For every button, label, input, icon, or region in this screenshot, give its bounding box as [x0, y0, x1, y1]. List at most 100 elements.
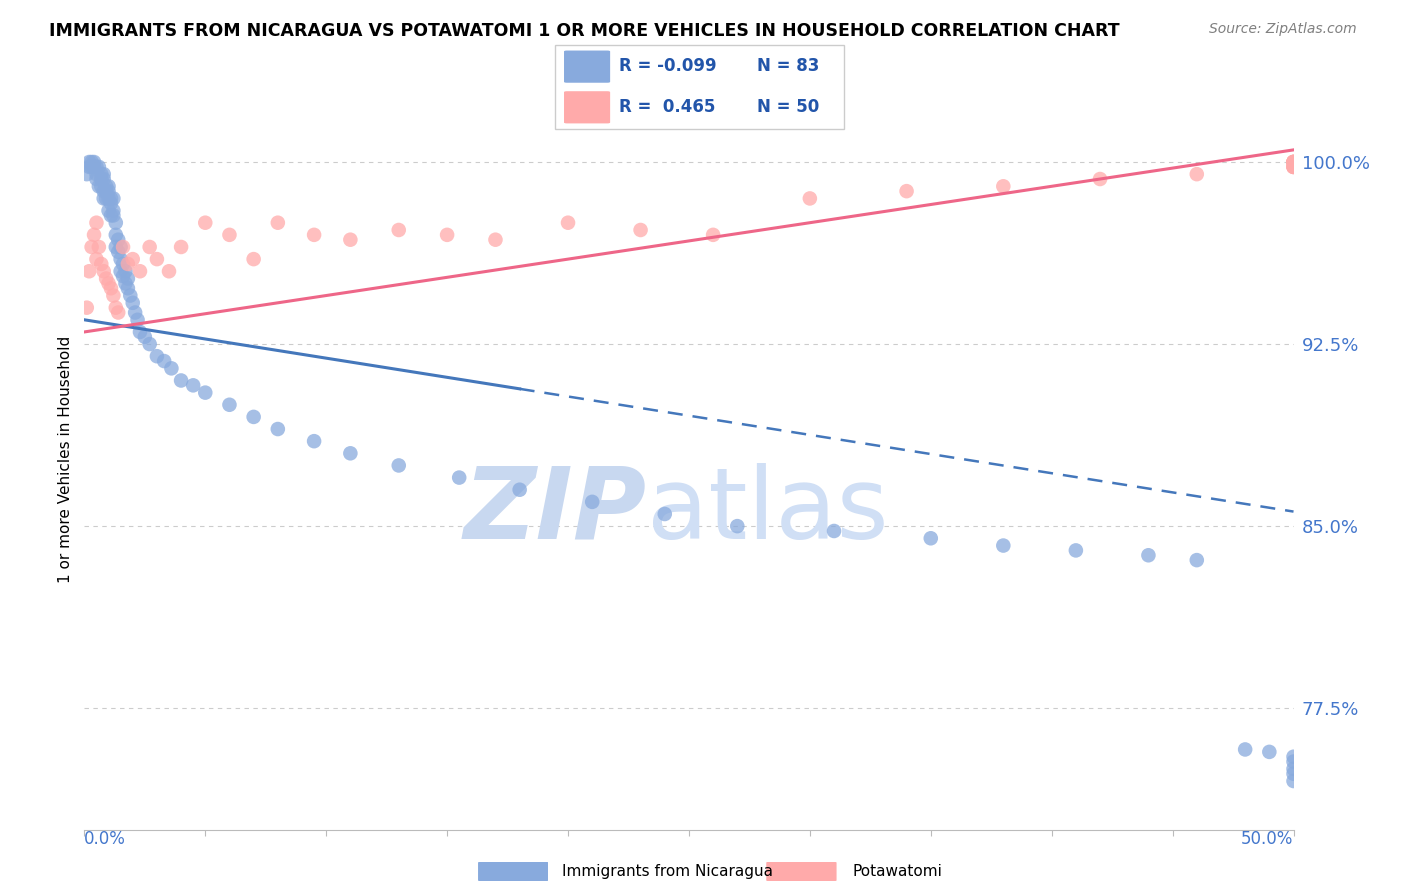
Point [117, 271, 139, 285]
Point [90, 257, 112, 271]
Point [993, 539, 1015, 553]
Point [90, 172, 112, 186]
Point [1282, 155, 1305, 169]
Point [100, 209, 122, 223]
Point [302, 227, 325, 242]
Point [94, 271, 117, 285]
Text: 50.0%: 50.0% [1241, 830, 1294, 847]
Point [1234, 742, 1257, 756]
Point [97, 191, 120, 205]
Point [93, 264, 115, 278]
Point [138, 337, 160, 351]
Text: Potawatomi: Potawatomi [852, 864, 942, 879]
Point [509, 483, 531, 497]
Point [1282, 762, 1305, 776]
Point [449, 470, 471, 484]
Text: R = -0.099: R = -0.099 [619, 57, 717, 75]
Text: IMMIGRANTS FROM NICARAGUA VS POTAWATOMI 1 OR MORE VEHICLES IN HOUSEHOLD CORRELAT: IMMIGRANTS FROM NICARAGUA VS POTAWATOMI … [49, 22, 1119, 40]
Point [97, 184, 120, 198]
FancyBboxPatch shape [564, 51, 610, 83]
Point [112, 257, 135, 271]
Point [86, 172, 108, 186]
Text: 0.0%: 0.0% [84, 830, 127, 847]
Point [104, 240, 127, 254]
Point [1258, 745, 1281, 759]
Point [103, 209, 125, 223]
Point [76, 301, 98, 315]
Point [138, 240, 160, 254]
Point [388, 223, 411, 237]
Point [80, 240, 103, 254]
Point [630, 223, 652, 237]
Point [581, 495, 603, 509]
Point [121, 252, 143, 266]
Point [181, 378, 204, 392]
Point [76, 167, 98, 181]
Point [104, 227, 127, 242]
Point [1282, 155, 1305, 169]
Point [107, 233, 129, 247]
Point [86, 216, 108, 230]
Point [120, 288, 142, 302]
Point [103, 191, 125, 205]
FancyBboxPatch shape [555, 45, 844, 129]
Point [1137, 548, 1160, 562]
Point [80, 160, 103, 174]
Point [1064, 543, 1087, 558]
Point [104, 216, 127, 230]
Text: N = 50: N = 50 [756, 98, 820, 116]
Point [160, 361, 183, 376]
Point [112, 269, 135, 284]
Point [86, 160, 108, 174]
Point [93, 167, 115, 181]
Point [87, 240, 110, 254]
Point [654, 507, 676, 521]
Point [83, 155, 105, 169]
Point [94, 191, 117, 205]
Point [112, 240, 135, 254]
Point [153, 354, 176, 368]
Point [100, 191, 122, 205]
Point [1282, 160, 1305, 174]
Point [339, 233, 361, 247]
Point [90, 179, 112, 194]
Point [127, 313, 149, 327]
Point [170, 374, 193, 388]
Point [94, 179, 117, 194]
Point [993, 179, 1015, 194]
Text: Immigrants from Nicaragua: Immigrants from Nicaragua [562, 864, 773, 879]
Point [87, 160, 110, 174]
Point [1185, 167, 1208, 181]
Point [97, 277, 120, 291]
Point [80, 155, 103, 169]
Point [77, 264, 100, 278]
Point [267, 216, 290, 230]
Point [302, 434, 325, 449]
Point [124, 305, 146, 319]
Point [110, 252, 132, 266]
Point [339, 446, 361, 460]
Point [110, 264, 132, 278]
Point [83, 160, 105, 174]
Point [1282, 160, 1305, 174]
Point [436, 227, 458, 242]
Point [157, 264, 180, 278]
Point [77, 160, 100, 174]
FancyBboxPatch shape [766, 862, 837, 881]
Point [557, 216, 579, 230]
Point [129, 325, 152, 339]
Point [86, 252, 108, 266]
Point [146, 252, 169, 266]
Point [702, 227, 724, 242]
Text: atlas: atlas [647, 463, 889, 559]
Point [1282, 155, 1305, 169]
Point [107, 244, 129, 259]
Point [170, 240, 193, 254]
Point [117, 257, 139, 271]
Point [218, 398, 240, 412]
Point [100, 196, 122, 211]
FancyBboxPatch shape [478, 862, 548, 881]
Point [1282, 160, 1305, 174]
Point [104, 301, 127, 315]
Point [218, 227, 240, 242]
